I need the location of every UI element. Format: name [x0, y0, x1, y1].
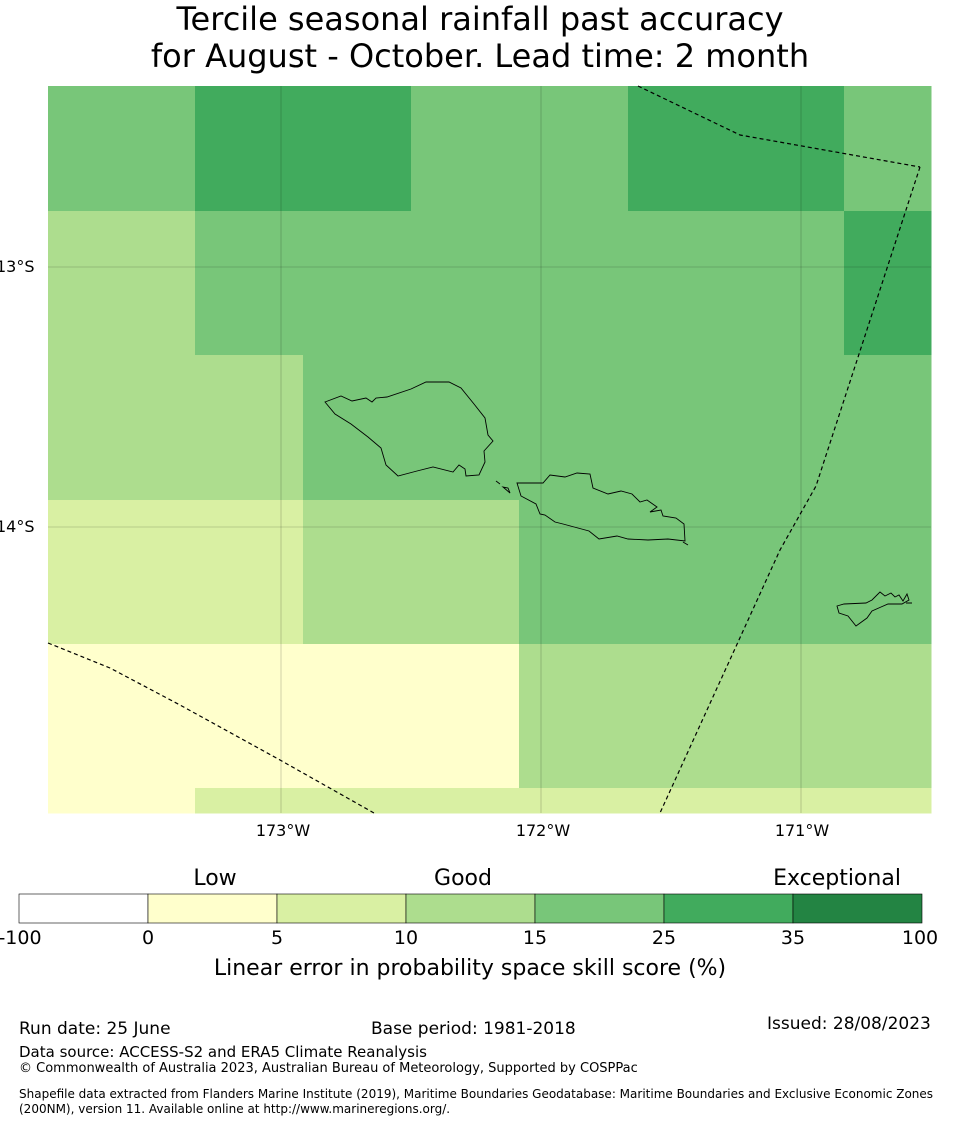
grid-cell	[844, 211, 932, 356]
grid-cell	[628, 788, 737, 814]
graticule	[48, 86, 931, 813]
colorbar-segment	[147, 893, 278, 924]
skill-score-map	[47, 85, 932, 814]
grid-cell	[519, 355, 629, 501]
grid-cell	[844, 788, 932, 814]
grid-cell	[303, 500, 412, 645]
run-date: Run date: 25 June	[19, 1019, 171, 1039]
category-label-good: Good	[434, 866, 492, 891]
data-source: Data source: ACCESS-S2 and ERA5 Climate …	[19, 1043, 427, 1061]
grid-cell	[628, 644, 737, 789]
grid-cell	[303, 211, 412, 356]
grid-cell	[303, 644, 412, 789]
category-label-exceptional: Exceptional	[773, 866, 901, 891]
shapefile-credit-line1: Shapefile data extracted from Flanders M…	[19, 1087, 934, 1101]
grid-cell	[736, 500, 845, 645]
grid-cell	[195, 788, 304, 814]
colorbar-tick-label: 25	[651, 927, 677, 949]
grid-cell	[628, 500, 737, 645]
shapefile-credit-line2: (200NM), version 11. Available online at…	[19, 1102, 451, 1116]
grid-cell	[736, 644, 845, 789]
grid-cell	[736, 86, 845, 212]
grid-cell	[48, 644, 196, 789]
base-period: Base period: 1981-2018	[371, 1019, 576, 1039]
grid-cell	[844, 500, 932, 645]
grid-cell	[519, 211, 629, 356]
grid-cell	[195, 500, 304, 645]
colorbar	[18, 893, 923, 924]
colorbar-tick-label: 5	[270, 927, 284, 949]
colorbar-cells	[18, 893, 923, 924]
skill-grid-cells	[48, 86, 932, 814]
grid-cell	[736, 355, 845, 501]
colorbar-tick-label: -100	[0, 927, 42, 949]
grid-cell	[411, 644, 520, 789]
grid-cell	[736, 788, 845, 814]
grid-cell	[48, 355, 196, 501]
grid-cell	[519, 500, 629, 645]
colorbar-tick-label: 15	[522, 927, 548, 949]
eez-boundary-east	[659, 166, 921, 814]
grid-cell	[411, 788, 520, 814]
grid-cell	[519, 788, 629, 814]
grid-cell	[519, 86, 629, 212]
grid-cell	[411, 500, 520, 645]
map-title-line1: Tercile seasonal rainfall past accuracy	[176, 0, 784, 38]
colorbar-tick-label: 35	[780, 927, 806, 949]
grid-cell	[844, 86, 932, 212]
savaii-island	[324, 381, 494, 477]
eez-boundary-south	[47, 642, 375, 814]
lon-label-171w: 171°W	[774, 821, 830, 840]
grid-cell	[736, 211, 845, 356]
grid-cell	[48, 211, 196, 356]
grid-cell	[844, 644, 932, 789]
grid-cell	[195, 355, 304, 501]
colorbar-segment	[276, 893, 407, 924]
grid-cell	[195, 644, 304, 789]
colorbar-segment	[405, 893, 536, 924]
grid-cell	[844, 355, 932, 501]
grid-cell	[48, 788, 196, 814]
grid-cell	[195, 86, 304, 212]
colorbar-label: Linear error in probability space skill …	[213, 956, 727, 981]
lat-label-14s: 14°S	[0, 517, 35, 536]
grid-cell	[303, 86, 412, 212]
grid-cell	[411, 355, 520, 501]
grid-cell	[303, 355, 412, 501]
grid-cell	[48, 500, 196, 645]
coastlines	[324, 381, 912, 627]
category-label-low: Low	[193, 866, 237, 891]
colorbar-tick-label: 0	[141, 927, 155, 949]
colorbar-segment	[18, 893, 149, 924]
grid-cell	[411, 211, 520, 356]
grid-cell	[628, 355, 737, 501]
copyright: © Commonwealth of Australia 2023, Austra…	[19, 1061, 638, 1076]
colorbar-tick-label: 10	[393, 927, 419, 949]
issued-date: Issued: 28/08/2023	[767, 1014, 931, 1034]
colorbar-segment	[534, 893, 665, 924]
grid-cell	[628, 86, 737, 212]
grid-cell	[195, 211, 304, 356]
map-title-line2: for August - October. Lead time: 2 month	[150, 37, 810, 75]
eez-boundary-north	[637, 85, 921, 168]
lat-label-13s: 13°S	[0, 257, 35, 276]
lon-label-173w: 173°W	[255, 821, 311, 840]
lon-label-172w: 172°W	[515, 821, 571, 840]
tutuila-island	[836, 591, 912, 627]
grid-cell	[303, 788, 412, 814]
eez-boundaries	[47, 85, 921, 814]
upolu-island	[495, 472, 689, 546]
colorbar-tick-label: 100	[901, 927, 939, 949]
colorbar-segment	[792, 893, 923, 924]
grid-cell	[628, 211, 737, 356]
grid-cell	[519, 644, 629, 789]
grid-cell	[48, 86, 196, 212]
grid-cell	[411, 86, 520, 212]
colorbar-segment	[663, 893, 794, 924]
